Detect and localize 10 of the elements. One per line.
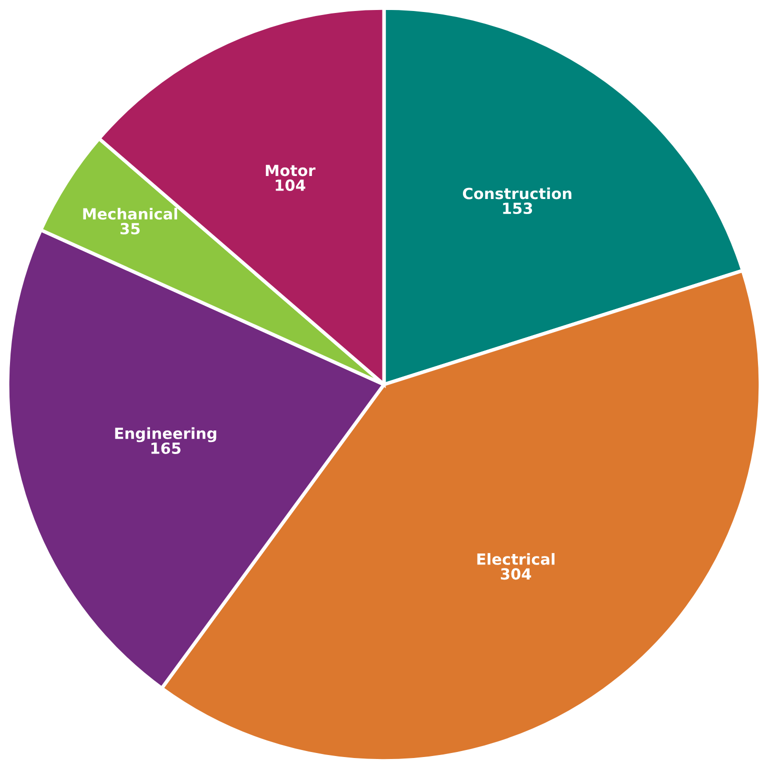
data-label: 104 — [276, 179, 306, 191]
data-label: 35 — [120, 222, 140, 234]
slice-label: Electrical — [477, 553, 554, 565]
slice-label: Construction — [462, 187, 572, 200]
data-label: 165 — [151, 442, 181, 454]
data-label: 153 — [503, 202, 532, 214]
slice-label: Motor — [266, 164, 316, 176]
slice-label: Mechanical — [83, 208, 178, 220]
data-label: 304 — [500, 568, 532, 580]
slice-label: Engineering — [115, 427, 216, 442]
